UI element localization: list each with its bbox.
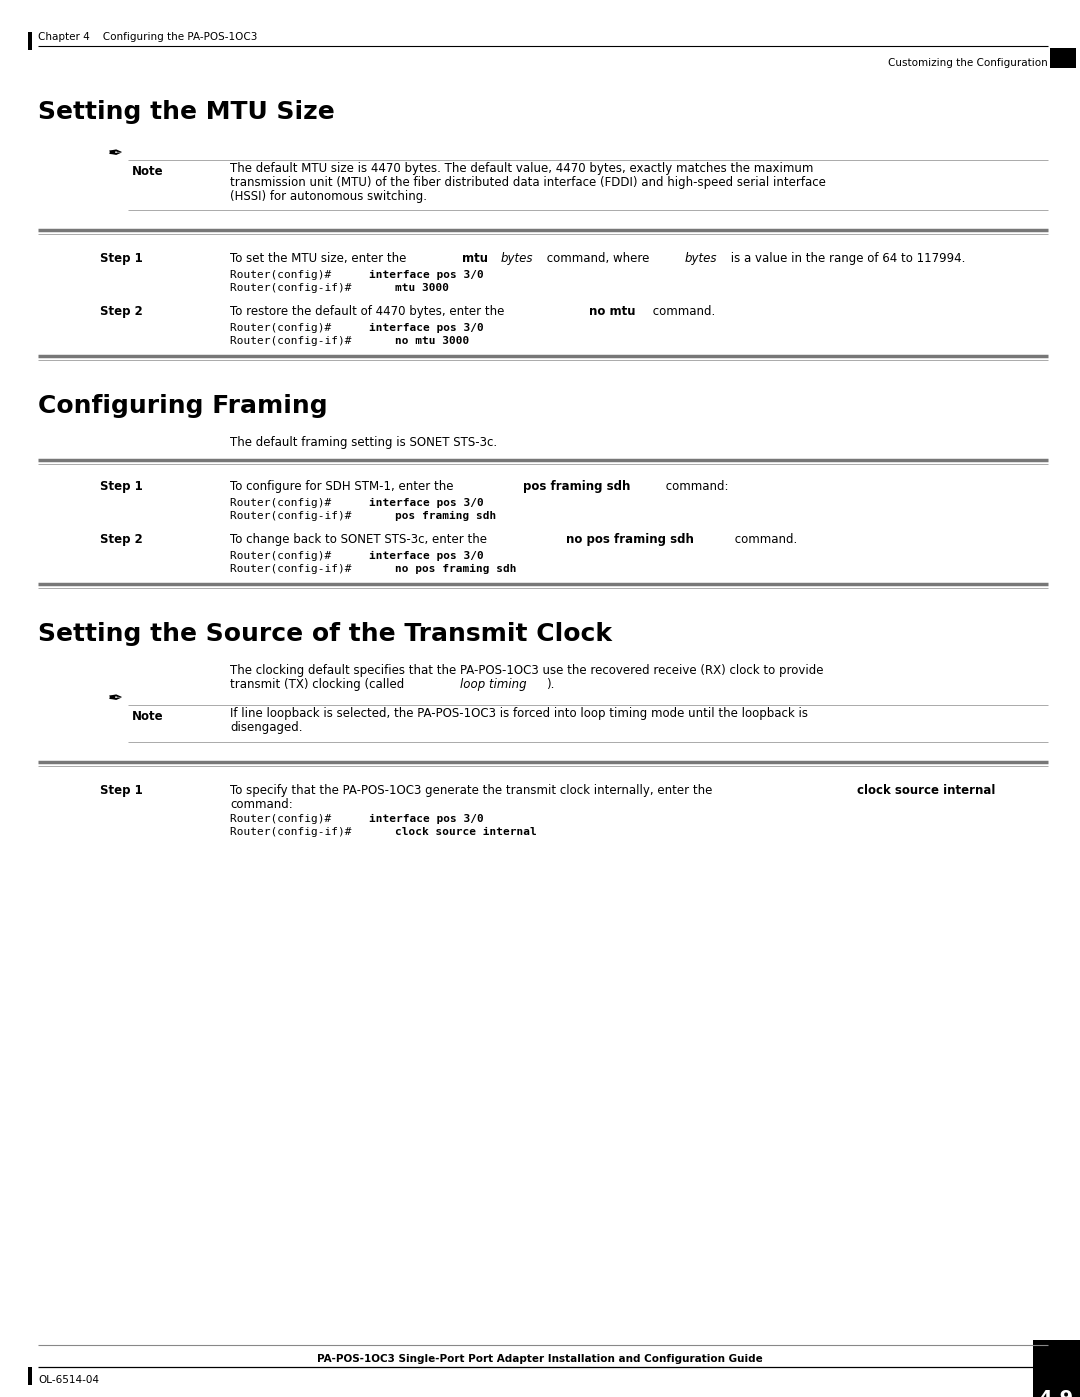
Text: Router(config)#: Router(config)# bbox=[230, 323, 338, 332]
Text: Router(config-if)#: Router(config-if)# bbox=[230, 564, 359, 574]
Text: Router(config-if)#: Router(config-if)# bbox=[230, 284, 359, 293]
Text: interface pos 3/0: interface pos 3/0 bbox=[369, 497, 484, 509]
Text: no mtu 3000: no mtu 3000 bbox=[395, 337, 470, 346]
Text: Router(config)#: Router(config)# bbox=[230, 550, 338, 562]
Text: Setting the Source of the Transmit Clock: Setting the Source of the Transmit Clock bbox=[38, 622, 612, 645]
Text: Step 1: Step 1 bbox=[100, 481, 143, 493]
Text: interface pos 3/0: interface pos 3/0 bbox=[369, 814, 484, 824]
Text: pos framing sdh: pos framing sdh bbox=[395, 511, 497, 521]
Text: Note: Note bbox=[132, 710, 164, 724]
Text: loop timing: loop timing bbox=[460, 678, 526, 692]
Text: The default framing setting is SONET STS-3c.: The default framing setting is SONET STS… bbox=[230, 436, 497, 448]
Text: ).: ). bbox=[545, 678, 554, 692]
Text: The default MTU size is 4470 bytes. The default value, 4470 bytes, exactly match: The default MTU size is 4470 bytes. The … bbox=[230, 162, 813, 175]
Bar bbox=[28, 1368, 32, 1384]
Text: transmit (TX) clocking (called: transmit (TX) clocking (called bbox=[230, 678, 408, 692]
Text: 4-9: 4-9 bbox=[1039, 1389, 1074, 1397]
Text: Step 2: Step 2 bbox=[100, 305, 143, 319]
Text: If line loopback is selected, the PA-POS-1OC3 is forced into loop timing mode un: If line loopback is selected, the PA-POS… bbox=[230, 707, 808, 719]
Text: pos framing sdh: pos framing sdh bbox=[523, 481, 631, 493]
Text: command:: command: bbox=[230, 798, 293, 812]
Text: no pos framing sdh: no pos framing sdh bbox=[395, 564, 517, 574]
Text: Step 1: Step 1 bbox=[100, 251, 143, 265]
Text: clock source internal: clock source internal bbox=[858, 784, 996, 798]
Text: Step 1: Step 1 bbox=[100, 784, 143, 798]
Text: Router(config-if)#: Router(config-if)# bbox=[230, 337, 359, 346]
Text: no pos framing sdh: no pos framing sdh bbox=[566, 534, 694, 546]
Text: command.: command. bbox=[731, 534, 798, 546]
Text: bytes: bytes bbox=[685, 251, 717, 265]
Text: no mtu: no mtu bbox=[589, 305, 635, 319]
Bar bbox=[28, 32, 32, 50]
Text: command:: command: bbox=[662, 481, 728, 493]
Bar bbox=[1050, 47, 1076, 68]
Text: The clocking default specifies that the PA-POS-1OC3 use the recovered receive (R: The clocking default specifies that the … bbox=[230, 664, 824, 678]
Text: ✒: ✒ bbox=[108, 145, 123, 163]
Text: bytes: bytes bbox=[501, 251, 534, 265]
Text: disengaged.: disengaged. bbox=[230, 721, 302, 733]
Text: clock source internal: clock source internal bbox=[395, 827, 537, 837]
Text: (HSSI) for autonomous switching.: (HSSI) for autonomous switching. bbox=[230, 190, 427, 203]
Text: Note: Note bbox=[132, 165, 164, 177]
Text: To configure for SDH STM-1, enter the: To configure for SDH STM-1, enter the bbox=[230, 481, 457, 493]
Text: Setting the MTU Size: Setting the MTU Size bbox=[38, 101, 335, 124]
Text: To restore the default of 4470 bytes, enter the: To restore the default of 4470 bytes, en… bbox=[230, 305, 508, 319]
Text: Customizing the Configuration: Customizing the Configuration bbox=[888, 59, 1048, 68]
Text: interface pos 3/0: interface pos 3/0 bbox=[369, 550, 484, 562]
Text: Router(config)#: Router(config)# bbox=[230, 814, 338, 824]
Text: Router(config-if)#: Router(config-if)# bbox=[230, 827, 359, 837]
Text: mtu: mtu bbox=[462, 251, 488, 265]
Text: To specify that the PA-POS-1OC3 generate the transmit clock internally, enter th: To specify that the PA-POS-1OC3 generate… bbox=[230, 784, 716, 798]
Text: Chapter 4    Configuring the PA-POS-1OC3: Chapter 4 Configuring the PA-POS-1OC3 bbox=[38, 32, 257, 42]
Text: interface pos 3/0: interface pos 3/0 bbox=[369, 270, 484, 279]
Text: mtu 3000: mtu 3000 bbox=[395, 284, 449, 293]
Text: ✒: ✒ bbox=[108, 690, 123, 708]
Text: interface pos 3/0: interface pos 3/0 bbox=[369, 323, 484, 332]
Text: PA-POS-1OC3 Single-Port Port Adapter Installation and Configuration Guide: PA-POS-1OC3 Single-Port Port Adapter Ins… bbox=[318, 1354, 762, 1363]
Text: is a value in the range of 64 to 117994.: is a value in the range of 64 to 117994. bbox=[727, 251, 966, 265]
Text: command.: command. bbox=[649, 305, 715, 319]
Bar bbox=[1032, 1340, 1080, 1397]
Text: Configuring Framing: Configuring Framing bbox=[38, 394, 327, 418]
Text: To change back to SONET STS-3c, enter the: To change back to SONET STS-3c, enter th… bbox=[230, 534, 490, 546]
Text: Router(config)#: Router(config)# bbox=[230, 497, 338, 509]
Text: OL-6514-04: OL-6514-04 bbox=[38, 1375, 99, 1384]
Text: Step 2: Step 2 bbox=[100, 534, 143, 546]
Text: To set the MTU size, enter the: To set the MTU size, enter the bbox=[230, 251, 410, 265]
Text: Router(config-if)#: Router(config-if)# bbox=[230, 511, 359, 521]
Text: command, where: command, where bbox=[543, 251, 653, 265]
Text: transmission unit (MTU) of the fiber distributed data interface (FDDI) and high-: transmission unit (MTU) of the fiber dis… bbox=[230, 176, 826, 189]
Text: Router(config)#: Router(config)# bbox=[230, 270, 338, 279]
